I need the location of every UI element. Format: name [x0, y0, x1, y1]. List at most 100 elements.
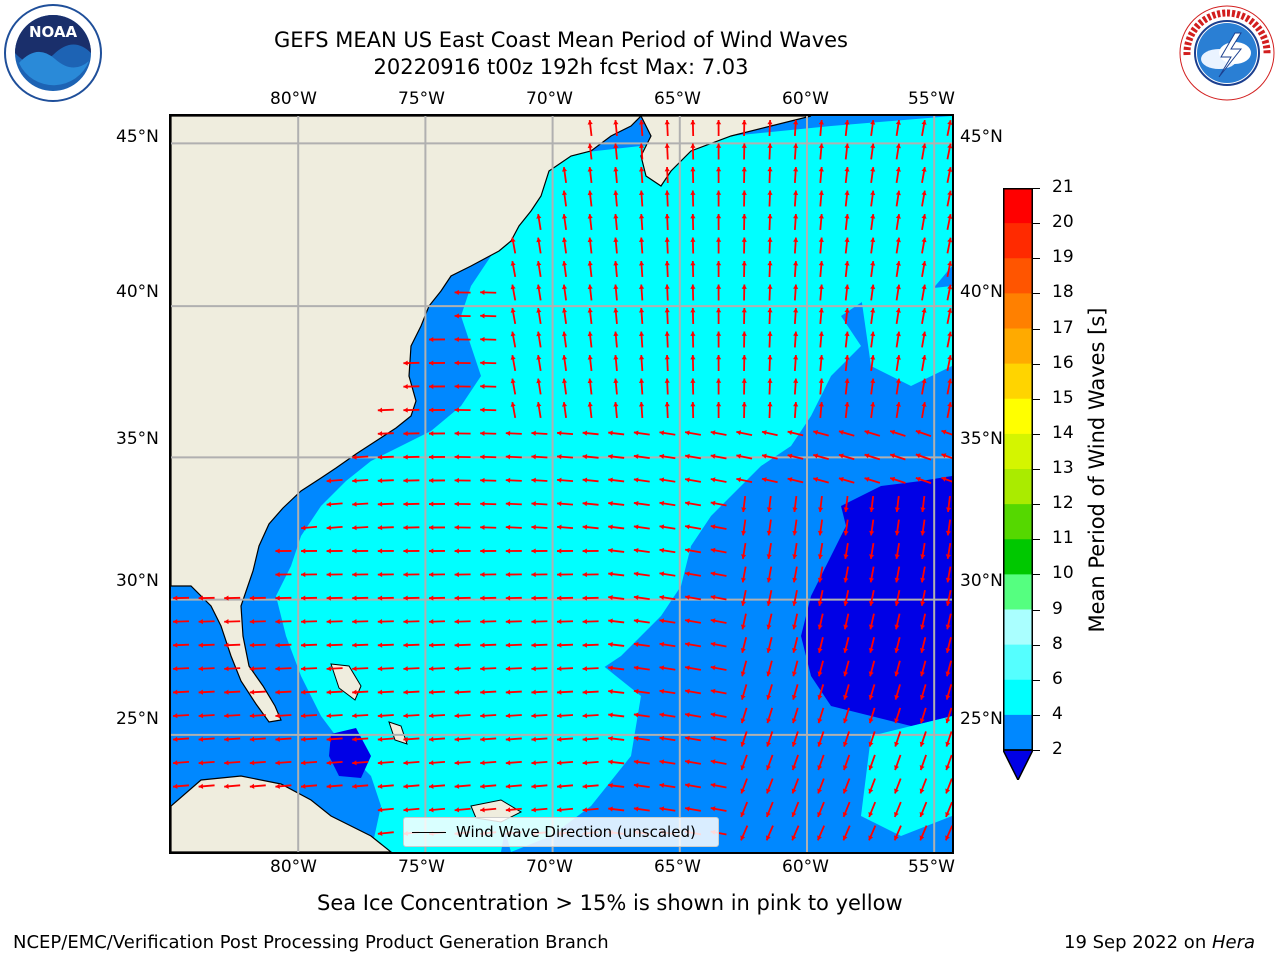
wave-arrow-head [275, 666, 280, 672]
wave-arrow-head [587, 355, 593, 360]
wave-arrow-head [531, 736, 536, 742]
colorbar-swatch [1003, 328, 1033, 365]
wave-arrow-head [557, 430, 562, 436]
wave-arrow-head [531, 689, 536, 695]
wave-arrow-head [664, 331, 670, 336]
wave-arrow-head [843, 671, 849, 677]
wave-arrow-head [173, 619, 178, 625]
wave-arrow-head [582, 736, 588, 742]
wave-arrow-head [352, 783, 357, 789]
wave-arrow-head [690, 261, 696, 266]
wave-arrow-head [947, 214, 952, 219]
lon-label-bottom-70w: 70°W [526, 857, 573, 877]
wave-arrow-head [870, 284, 876, 290]
colorbar-tick-label: 19 [1052, 247, 1074, 268]
wave-arrow-head [480, 360, 485, 366]
wave-arrow-head [844, 214, 850, 219]
wave-arrow-head [173, 760, 178, 766]
wave-arrow-head [561, 190, 568, 196]
wave-arrow-head [921, 214, 927, 219]
wave-arrow-head [793, 143, 799, 148]
wave-arrow-head [659, 665, 665, 671]
wave-arrow-head [890, 429, 896, 435]
wave-arrow-head [843, 554, 849, 559]
wave-arrow-head [454, 666, 460, 672]
wave-arrow-head [505, 689, 511, 695]
wave-arrow-head [868, 741, 874, 747]
wave-arrow-head [947, 120, 952, 125]
wave-arrow-head [716, 402, 722, 407]
wave-arrow-head [561, 237, 568, 243]
wave-arrow-head [536, 331, 542, 337]
wave-arrow-head [947, 261, 952, 266]
wave-arrow-head [429, 501, 434, 507]
wave-arrow-head [301, 525, 306, 531]
wave-arrow-head [740, 765, 746, 771]
wave-arrow-head [787, 453, 793, 459]
wave-arrow-head [895, 261, 901, 266]
wave-arrow-head [613, 167, 619, 172]
wave-arrow-head [919, 694, 925, 700]
wave-arrow-head [633, 571, 639, 577]
wave-arrow-head [198, 713, 204, 719]
colorbar-tick-mark [1033, 714, 1040, 716]
wave-arrow-head [870, 402, 876, 407]
wave-arrow-head [710, 806, 716, 812]
wave-arrow-head [870, 331, 876, 337]
wave-arrow-head [894, 601, 900, 606]
wave-arrow-head [793, 378, 799, 383]
wave-arrow-head [817, 671, 823, 677]
wave-arrow-head [894, 577, 900, 583]
wave-arrow-head [919, 741, 925, 747]
wave-arrow-head [818, 143, 824, 149]
wave-arrow-head [664, 190, 670, 195]
wave-arrow-head [301, 783, 306, 789]
wave-arrow-head [894, 671, 900, 677]
colorbar-tick-mark [1033, 328, 1040, 330]
wave-arrow-head [561, 261, 568, 266]
wave-arrow-head [817, 788, 823, 794]
wave-arrow-head [842, 835, 848, 841]
wave-arrow-head [895, 167, 901, 172]
wave-arrow-head [531, 595, 536, 601]
wave-arrow-head [843, 507, 849, 512]
wave-arrow-head [844, 378, 850, 384]
wave-arrow-head [659, 571, 665, 577]
wave-arrow-head [920, 647, 926, 653]
wave-arrow-head [531, 477, 536, 483]
wave-arrow-head [791, 765, 797, 771]
wave-arrow-head [895, 355, 901, 360]
wave-arrow-head [352, 454, 357, 460]
wave-arrow-head [664, 167, 670, 172]
wave-arrow-head [608, 524, 613, 530]
wave-arrow-head [510, 261, 516, 266]
wave-arrow-head [531, 619, 536, 625]
wave-arrow-head [301, 713, 306, 719]
wave-arrow-head [249, 642, 255, 648]
wave-arrow-head [767, 214, 773, 219]
wave-arrow-head [633, 477, 639, 483]
wave-arrow-head [536, 214, 542, 219]
wave-arrow-head [613, 143, 619, 149]
wave-arrow-head [275, 783, 280, 789]
wave-arrow-head [793, 284, 799, 289]
wave-arrow-head [921, 331, 927, 337]
wave-arrow-head [716, 378, 722, 383]
wave-arrow-head [275, 642, 280, 648]
colorbar-tick-label: 20 [1052, 212, 1074, 233]
wave-arrow-head [765, 835, 771, 841]
wave-arrow-head [817, 718, 823, 724]
wave-arrow-head [818, 378, 824, 384]
wave-arrow-head [920, 624, 926, 630]
wave-arrow-head [582, 760, 588, 766]
wave-arrow-head [633, 618, 639, 624]
wave-arrow-head [843, 647, 849, 653]
wave-arrow-head [275, 595, 280, 601]
wave-arrow-head [173, 666, 178, 672]
wave-arrow-head [741, 190, 747, 195]
wave-arrow-head [710, 453, 716, 459]
lat-label-right-35n: 35°N [960, 429, 1003, 449]
wave-arrow-head [403, 571, 408, 578]
wave-arrow-head [301, 548, 306, 554]
wave-arrow-head [326, 478, 332, 484]
